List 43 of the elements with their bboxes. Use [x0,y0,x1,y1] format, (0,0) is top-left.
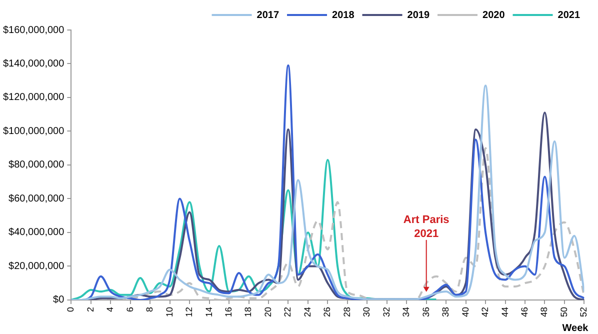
legend-label: 2018 [332,10,355,21]
x-tick-label: 44 [500,306,510,318]
x-tick-label: 14 [204,306,214,318]
x-tick-label: 22 [282,306,293,318]
x-tick-label: 2 [85,306,96,312]
x-tick-label: 26 [322,306,332,318]
x-tick-label: 8 [144,306,155,312]
y-tick-label: $0 [53,294,65,306]
x-tick-label: 46 [519,306,530,318]
x-tick-label: 38 [440,306,451,318]
legend-label: 2019 [407,10,430,21]
y-tick-label: $80,000,000 [8,160,65,171]
x-tick-label: 50 [558,306,569,318]
x-tick-label: 16 [224,306,234,318]
legend-label: 2020 [482,10,506,21]
x-tick-label: 40 [460,306,470,318]
x-tick-label: 0 [66,306,76,312]
x-tick-label: 52 [578,306,589,318]
y-tick-label: $140,000,000 [3,58,65,70]
legend-label: 2017 [256,10,280,21]
x-tick-label: 42 [480,306,490,318]
x-tick-label: 10 [164,306,174,318]
x-tick-label: 32 [381,306,392,318]
y-tick-label: $40,000,000 [8,227,65,238]
x-tick-label: 30 [362,306,372,318]
legend-label: 2021 [558,10,580,21]
x-tick-label: 4 [105,306,116,312]
x-tick-label: 34 [401,306,412,318]
x-tick-label: 28 [342,306,352,318]
x-tick-label: 12 [184,306,194,318]
x-axis-title: Week [562,322,589,334]
x-tick-label: 24 [302,306,312,318]
x-tick-label: 6 [124,306,135,312]
y-tick-label: $60,000,000 [8,193,65,204]
y-tick-label: $160,000,000 [3,24,65,36]
x-tick-label: 20 [262,306,273,318]
x-tick-label: 48 [539,306,550,318]
x-tick-label: 18 [243,306,254,318]
y-tick-label: $120,000,000 [3,92,65,104]
annotation: Art Paris 2021 [403,214,450,240]
y-tick-label: $100,000,000 [3,126,65,137]
y-tick-label: $20,000,000 [8,260,65,272]
x-tick-label: 36 [420,306,431,318]
